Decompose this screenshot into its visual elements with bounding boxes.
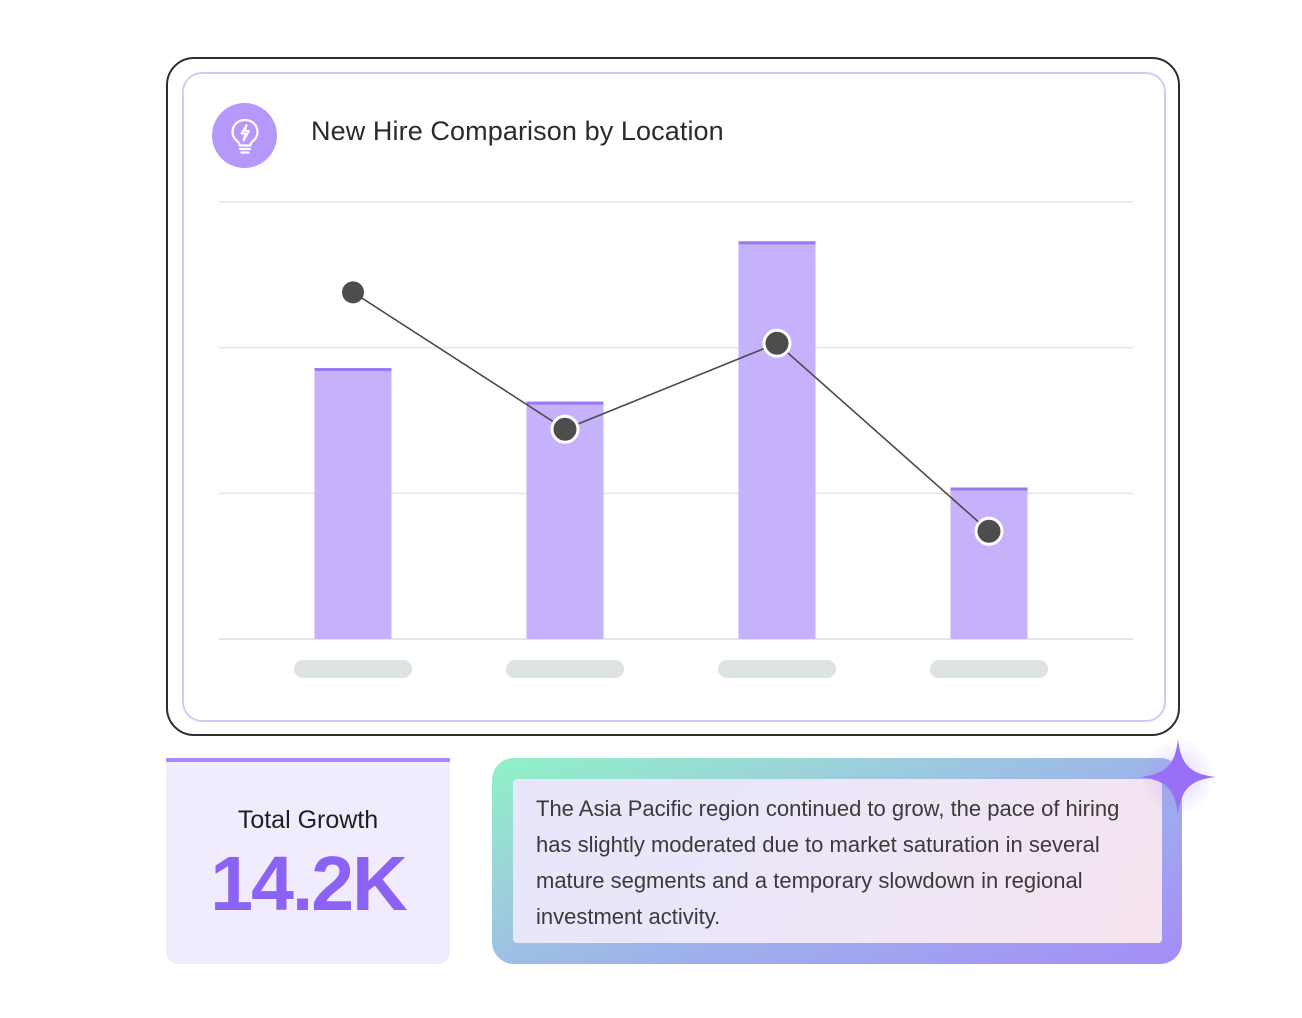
- insight-card-body: [513, 779, 1162, 943]
- category-label-placeholder: [930, 660, 1048, 678]
- line-point: [550, 414, 580, 444]
- bar: [738, 241, 816, 639]
- bar-top-edge: [314, 368, 392, 372]
- line-point: [974, 516, 1004, 546]
- bar-top-edge: [738, 241, 816, 245]
- category-label-placeholder: [506, 660, 624, 678]
- stat-label: Total Growth: [237, 806, 379, 834]
- series-line: [352, 291, 990, 532]
- stat-value: 14.2K: [210, 841, 407, 927]
- bar-top-edge: [950, 487, 1028, 491]
- line-point: [342, 281, 364, 304]
- insight-text: The Asia Pacific region continued to gro…: [536, 796, 1120, 929]
- category-label-placeholder: [294, 660, 412, 678]
- sparkle-icon: [1140, 739, 1216, 815]
- bar-top-edge: [526, 401, 604, 405]
- lightbulb-bolt-icon: [212, 103, 277, 168]
- category-label-placeholder: [718, 660, 836, 678]
- total-growth-card: Total Growth 14.2K: [166, 758, 450, 964]
- chart-title: New Hire Comparison by Location: [311, 116, 724, 146]
- bar: [314, 368, 392, 639]
- bar: [950, 487, 1028, 639]
- line-point: [762, 328, 792, 358]
